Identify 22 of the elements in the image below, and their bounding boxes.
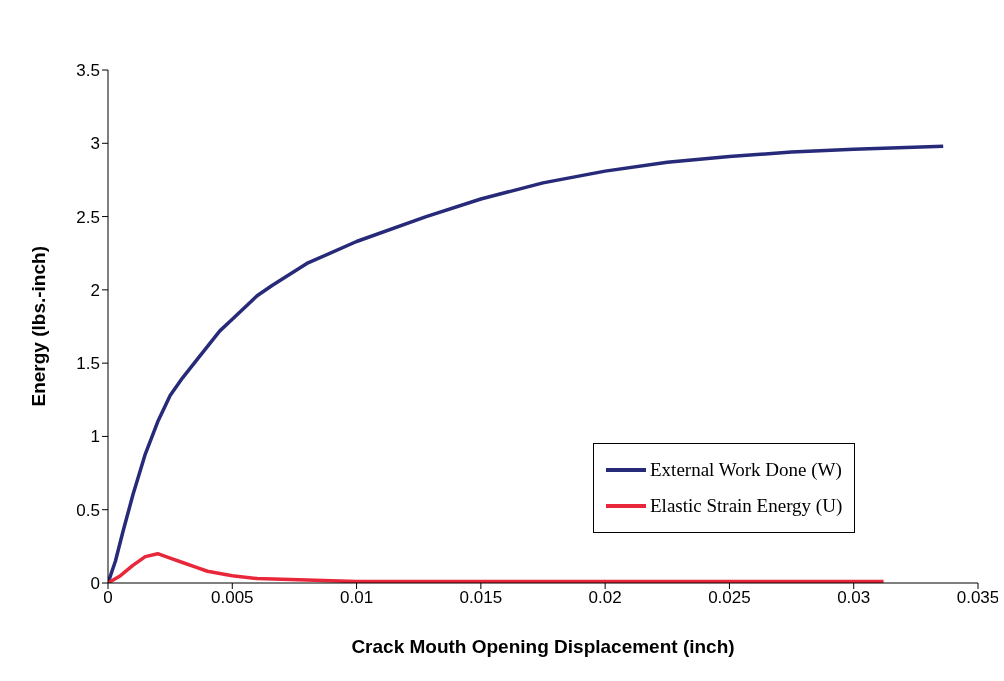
x-tick-label: 0.02	[588, 588, 622, 608]
x-tick-label: 0.035	[956, 588, 1000, 608]
x-tick-label: 0	[103, 588, 113, 608]
x-axis-title: Crack Mouth Opening Displacement (inch)	[351, 636, 735, 657]
legend-label: External Work Done (W)	[650, 459, 842, 481]
x-tick-label: 0.03	[837, 588, 871, 608]
y-tick-label: 1	[90, 427, 100, 447]
y-tick-label: 1.5	[76, 354, 100, 374]
y-tick-label: 0.5	[76, 500, 100, 520]
y-tick-label: 0	[90, 574, 100, 594]
y-tick-label: 3.5	[76, 61, 100, 81]
x-tick-label: 0.025	[708, 588, 751, 608]
x-tick-label: 0.015	[459, 588, 503, 608]
line-series	[108, 551, 886, 583]
x-tick-label: 0.01	[340, 588, 374, 608]
y-tick-label: 2	[90, 280, 100, 300]
x-tick-label: 0.005	[211, 588, 254, 608]
y-tick-label: 2.5	[76, 207, 100, 227]
legend-label: Elastic Strain Energy (U)	[650, 495, 843, 517]
y-axis-title: Energy (lbs.-inch)	[27, 246, 49, 407]
y-tick-label: 3	[90, 134, 100, 154]
line-series	[108, 144, 945, 583]
